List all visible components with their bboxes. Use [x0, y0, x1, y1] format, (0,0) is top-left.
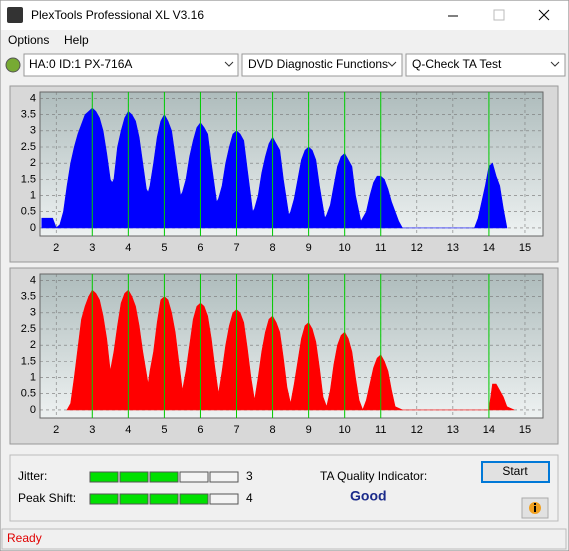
y-tick-label: 3.5 — [21, 109, 36, 121]
function-select-text: DVD Diagnostic Functions — [248, 57, 388, 71]
x-tick-label: 9 — [306, 242, 312, 254]
drive-select-text: HA:0 ID:1 PX-716A — [29, 57, 132, 71]
window-title: PlexTools Professional XL V3.16 — [31, 8, 204, 22]
x-tick-label: 15 — [519, 424, 531, 436]
status-text: Ready — [7, 531, 42, 545]
x-tick-label: 11 — [375, 242, 386, 254]
meter-cell — [89, 493, 119, 505]
meter-cell — [179, 471, 209, 483]
dropdown-arrow — [550, 61, 560, 67]
ta-value: Good — [350, 488, 387, 504]
x-tick-label: 7 — [233, 424, 239, 436]
test-select-text: Q-Check TA Test — [412, 57, 502, 71]
x-tick-label: 12 — [411, 424, 423, 436]
y-tick-label: 1.5 — [21, 355, 36, 367]
x-tick-label: 13 — [447, 424, 459, 436]
x-tick-label: 4 — [125, 242, 131, 254]
meter-cell — [89, 471, 119, 483]
x-tick-label: 5 — [161, 242, 167, 254]
histogram-area — [66, 289, 515, 411]
maximize-button[interactable] — [493, 9, 505, 21]
x-tick-label: 3 — [89, 242, 95, 254]
y-tick-label: 1 — [30, 371, 36, 383]
info-panel — [9, 454, 559, 522]
y-tick-label: 2.5 — [21, 323, 36, 335]
y-tick-label: 0.5 — [21, 388, 36, 400]
menu-item[interactable]: Help — [64, 33, 89, 47]
y-tick-label: 4 — [30, 274, 36, 286]
peak-shift-label: Peak Shift: — [18, 491, 76, 505]
close-button[interactable] — [538, 9, 550, 21]
x-tick-label: 14 — [483, 424, 495, 436]
x-tick-label: 8 — [270, 424, 276, 436]
meter-cell — [119, 493, 149, 505]
meter-cell — [209, 493, 239, 505]
x-tick-label: 4 — [125, 424, 131, 436]
y-tick-label: 0 — [30, 222, 36, 234]
x-tick-label: 2 — [53, 242, 59, 254]
y-tick-label: 2 — [30, 157, 36, 169]
dropdown-arrow — [387, 61, 397, 67]
drive-select[interactable] — [23, 53, 239, 77]
app-icon — [7, 7, 23, 23]
y-tick-label: 2 — [30, 339, 36, 351]
jitter-value: 3 — [246, 469, 253, 483]
test-select[interactable] — [405, 53, 566, 77]
function-select[interactable] — [241, 53, 403, 77]
x-tick-label: 5 — [161, 424, 167, 436]
peak-shift-value: 4 — [246, 491, 253, 505]
x-tick-label: 14 — [483, 242, 495, 254]
x-tick-label: 8 — [270, 242, 276, 254]
y-tick-label: 2.5 — [21, 141, 36, 153]
x-tick-label: 11 — [375, 424, 386, 436]
drive-icon — [5, 57, 21, 73]
dropdown-arrow — [224, 61, 234, 67]
y-tick-label: 3 — [30, 307, 36, 319]
x-tick-label: 6 — [197, 424, 203, 436]
x-tick-label: 13 — [447, 242, 459, 254]
meter-cell — [179, 493, 209, 505]
y-tick-label: 0.5 — [21, 206, 36, 218]
x-tick-label: 3 — [89, 424, 95, 436]
x-tick-label: 7 — [233, 242, 239, 254]
x-tick-label: 15 — [519, 242, 531, 254]
info-icon-glyph — [534, 506, 536, 512]
y-tick-label: 1.5 — [21, 173, 36, 185]
title-bar — [1, 1, 568, 30]
menu-item[interactable]: Options — [8, 33, 49, 47]
start-button[interactable] — [481, 461, 550, 483]
status-bar — [1, 528, 567, 550]
x-tick-label: 10 — [339, 424, 351, 436]
meter-cell — [119, 471, 149, 483]
y-tick-label: 3.5 — [21, 291, 36, 303]
info-icon-glyph — [534, 503, 536, 505]
start-button-text: Start — [502, 464, 528, 478]
x-tick-label: 9 — [306, 424, 312, 436]
x-tick-label: 12 — [411, 242, 423, 254]
y-tick-label: 4 — [30, 92, 36, 104]
x-tick-label: 6 — [197, 242, 203, 254]
x-tick-label: 10 — [339, 242, 351, 254]
meter-cell — [149, 471, 179, 483]
jitter-label: Jitter: — [18, 469, 47, 483]
ta-label: TA Quality Indicator: — [320, 469, 427, 483]
meter-cell — [209, 471, 239, 483]
y-tick-label: 3 — [30, 125, 36, 137]
y-tick-label: 0 — [30, 404, 36, 416]
y-tick-label: 1 — [30, 189, 36, 201]
meter-cell — [149, 493, 179, 505]
x-tick-label: 2 — [53, 424, 59, 436]
